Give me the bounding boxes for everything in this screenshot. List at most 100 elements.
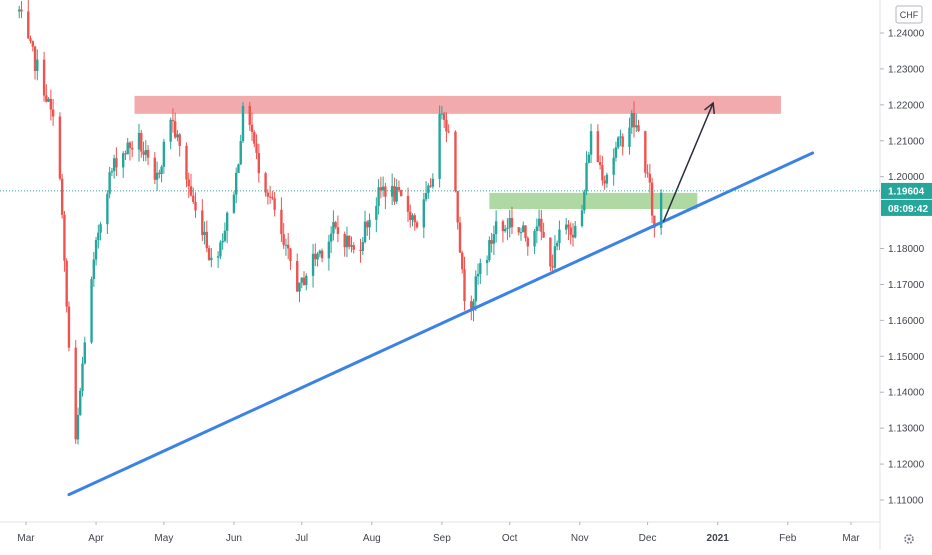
candle [650,177,654,224]
candle-body [146,149,150,158]
candle-body [542,231,545,238]
candle [121,151,125,178]
candle-body [232,194,236,213]
candle [413,213,416,231]
candle [614,141,618,162]
settings-gear-outline[interactable] [904,534,914,544]
candle-body [219,242,222,257]
candle [503,224,507,233]
candle-body [158,172,161,175]
price-tick-label: 1.18000 [888,244,925,255]
candle [253,130,256,148]
candle [375,197,378,233]
time-tick-label: Oct [502,533,518,544]
price-tick-label: 1.12000 [888,460,925,471]
candle-body [316,253,319,260]
candle-body [413,215,416,223]
candle [90,276,93,344]
candle [225,211,229,244]
candle [431,173,435,189]
time-tick-label: Mar [17,533,35,544]
candle-body [255,143,258,153]
currency-box-frame[interactable] [895,5,923,24]
candle-body [476,273,480,277]
candle [442,111,446,128]
projection-arrow [662,102,714,222]
settings-gear-icon[interactable] [904,534,914,544]
time-tick-label: Feb [779,533,797,544]
candle-body [192,195,195,202]
candle [302,271,306,286]
candle [596,124,600,163]
candle-body [92,259,96,280]
candle [461,250,464,274]
candle [517,227,520,236]
candle [542,222,545,238]
candle [589,123,593,164]
candle-body [137,132,141,150]
candle [248,101,251,131]
candle-body [363,221,367,243]
candle-body [400,190,403,197]
candle-body [97,232,100,240]
candle [549,237,552,272]
candle-body [63,214,66,261]
candle [510,206,514,235]
candle-body [569,227,572,235]
candle [20,1,23,19]
candle-body [155,172,159,180]
candle [632,101,636,138]
candle-body [650,182,654,216]
candle-body [447,131,450,133]
candle [567,220,570,241]
candle-body [241,106,245,142]
candle [42,51,46,102]
candle-body [207,248,211,261]
candle-body [336,227,340,234]
candle-body [526,238,529,247]
candle-body [257,152,261,174]
candle-body [553,246,557,268]
candle [350,236,353,253]
countdown-value: 08:09:42 [888,204,928,215]
currency-box[interactable]: CHF [895,5,923,24]
candle-body [510,217,514,228]
price-tick-label: 1.23000 [888,64,925,75]
candle [447,124,450,134]
candle-body [296,261,299,292]
candle [112,154,116,179]
candle [185,142,188,188]
candle-body [300,277,303,283]
settings-gear-center[interactable] [907,537,911,541]
candle-body [171,119,175,122]
candle [232,191,236,214]
candle [524,225,527,242]
candle-body [194,201,197,211]
candle [585,151,588,196]
candle-body [36,59,39,72]
candle [18,5,21,19]
candle-body [488,240,491,260]
candle [316,252,319,267]
candle-body [60,178,64,215]
candle-body [381,186,385,191]
candle [494,210,498,243]
candle [454,130,457,193]
candle [97,224,100,249]
candle [332,210,335,241]
candle-body [632,113,636,128]
candle-body [585,162,588,192]
candle [311,243,315,288]
time-tick-label: Jun [226,533,242,544]
candle [60,173,64,219]
candle-body [422,199,426,228]
candle [153,151,157,185]
candle [438,105,441,188]
candle-body [20,9,23,12]
candle-body [442,113,446,120]
candle [456,190,459,230]
candle-body [501,221,505,232]
candle [637,119,640,132]
candle [397,180,401,193]
candle-body [223,230,227,241]
